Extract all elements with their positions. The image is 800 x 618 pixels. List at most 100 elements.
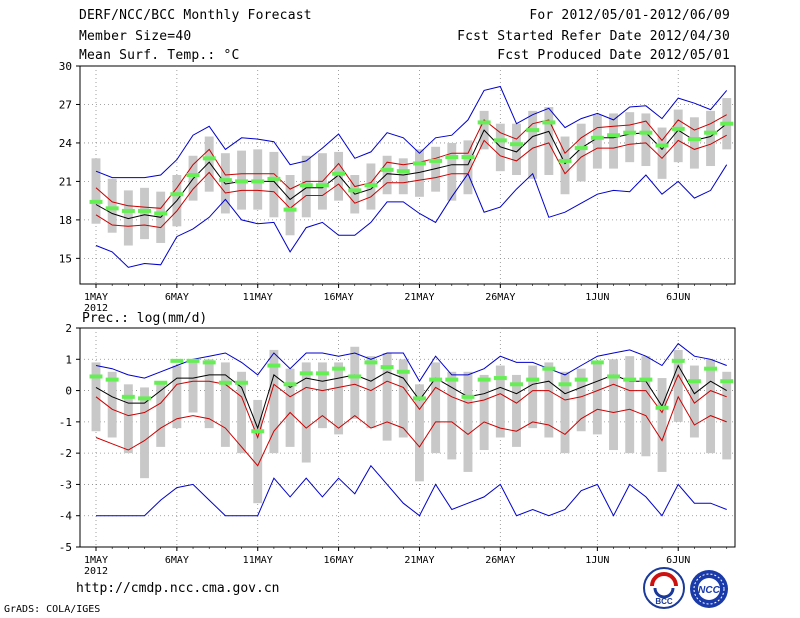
- temperature-spread-box: [463, 140, 473, 195]
- precipitation-spread-box: [253, 399, 263, 504]
- precipitation-observed-marker: [623, 377, 637, 382]
- precipitation-observed-marker: [429, 377, 443, 382]
- temperature-observed-marker: [89, 199, 103, 204]
- ncc-logo: NCC: [690, 570, 728, 608]
- temperature-spread-box: [495, 123, 505, 172]
- precipitation-observed-marker: [105, 377, 119, 382]
- temperature-spread-box: [334, 151, 344, 201]
- precipitation-observed-marker: [364, 360, 378, 365]
- precipitation-observed-marker: [348, 374, 362, 379]
- precipitation-spread-box: [237, 371, 247, 454]
- temperature-xtick-label: 21MAY: [404, 292, 434, 303]
- precipitation-ytick-label: -1: [59, 416, 72, 429]
- temperature-observed-marker: [526, 128, 540, 133]
- precipitation-xtick-label: 1MAY: [84, 555, 108, 566]
- temperature-ytick-label: 18: [59, 214, 72, 227]
- temperature-observed-marker: [461, 155, 475, 160]
- temperature-observed-marker: [671, 126, 685, 131]
- precipitation-spread-box: [544, 362, 554, 438]
- precipitation-observed-marker: [590, 360, 604, 365]
- precipitation-spread-box: [479, 374, 489, 451]
- precipitation-ytick-label: -4: [59, 510, 73, 523]
- precipitation-observed-marker: [607, 374, 620, 379]
- temperature-spread-box: [269, 151, 279, 218]
- temperature-observed-marker: [105, 206, 119, 211]
- precipitation-observed-marker: [558, 382, 572, 387]
- precipitation-spread-box: [641, 356, 651, 457]
- temperature-observed-marker: [720, 121, 734, 126]
- source-url[interactable]: http://cmdp.ncc.cma.gov.cn: [76, 581, 280, 596]
- temperature-observed-marker: [445, 155, 459, 160]
- precipitation-xtick-label: 11MAY: [243, 555, 273, 566]
- precipitation-spread-box: [722, 371, 732, 460]
- precipitation-observed-marker: [510, 382, 523, 387]
- precipitation-observed-marker: [186, 358, 200, 363]
- precipitation-observed-marker: [493, 376, 507, 381]
- precipitation-observed-marker: [639, 377, 653, 382]
- temperature-mean-line: [95, 123, 728, 220]
- temperature-xtick-label: 6MAY: [165, 292, 189, 303]
- temperature-observed-marker: [170, 192, 184, 197]
- bcc-logo-text: BCC: [655, 597, 673, 606]
- temperature-spread-box: [107, 178, 117, 233]
- precipitation-ytick-label: -5: [59, 541, 72, 554]
- precipitation-upper-band-line: [95, 373, 727, 440]
- temperature-ytick-label: 21: [59, 175, 72, 188]
- temperature-spread-box: [657, 127, 667, 179]
- precipitation-title: Prec.: log(mm/d): [82, 311, 207, 326]
- precipitation-ytick-label: -3: [59, 478, 72, 491]
- temperature-spread-box: [512, 123, 521, 175]
- temperature-observed-marker: [510, 142, 523, 147]
- temperature-observed-marker: [154, 211, 168, 216]
- ncc-logo-text: NCC: [698, 585, 720, 596]
- precipitation-observed-marker: [687, 379, 701, 384]
- precipitation-xtick-label: 21MAY: [404, 555, 434, 566]
- temperature-ytick-label: 30: [59, 60, 72, 73]
- precipitation-spread-box: [366, 356, 376, 429]
- precipitation-observed-marker: [655, 405, 669, 410]
- temperature-xtick-label: 26MAY: [485, 292, 515, 303]
- precipitation-spread-box: [592, 362, 602, 435]
- chart-title: DERF/NCC/BCC Monthly Forecast: [79, 8, 312, 23]
- temperature-spread-box: [528, 110, 538, 179]
- temperature-spread-box: [560, 136, 570, 195]
- temperature-observed-marker: [380, 167, 394, 172]
- temperature-observed-marker: [607, 133, 620, 138]
- temperature-spread-box: [123, 190, 133, 246]
- precipitation-observed-marker: [202, 360, 216, 365]
- temperature-spread-box: [592, 114, 602, 169]
- precipitation-observed-marker: [267, 363, 281, 368]
- precipitation-spread-box: [398, 359, 408, 438]
- precipitation-xtick-label: 6JUN: [666, 555, 690, 566]
- temperature-observed-marker: [202, 156, 216, 161]
- forecast-period: For 2012/05/01-2012/06/09: [529, 8, 730, 23]
- precipitation-xtick-label: 6MAY: [165, 555, 189, 566]
- precipitation-observed-marker: [89, 374, 103, 379]
- precipitation-spread-box: [706, 359, 716, 454]
- temperature-observed-marker: [574, 146, 588, 151]
- temperature-spread-box: [544, 107, 554, 175]
- temperature-observed-marker: [348, 188, 362, 193]
- precipitation-spread-box: [107, 371, 117, 438]
- temperature-observed-marker: [542, 120, 556, 125]
- temperature-spread-box: [398, 158, 408, 195]
- temperature-ytick-label: 15: [59, 252, 72, 265]
- temperature-observed-marker: [558, 158, 572, 163]
- precipitation-spread-box: [528, 365, 538, 429]
- precipitation-observed-marker: [251, 429, 265, 434]
- temperature-spread-box: [609, 113, 618, 169]
- precipitation-spread-box: [140, 387, 149, 479]
- temperature-xtick-label: 1MAY: [84, 292, 108, 303]
- precipitation-observed-marker: [396, 369, 410, 374]
- precipitation-mean-line: [95, 364, 727, 430]
- precipitation-xtick-label: 1JUN: [585, 555, 609, 566]
- precipitation-observed-marker: [332, 366, 346, 371]
- precipitation-spread-box: [188, 362, 198, 413]
- temperature-observed-marker: [623, 130, 637, 135]
- precipitation-observed-marker: [412, 396, 426, 401]
- refer-date: Fcst Started Refer Date 2012/04/30: [457, 29, 730, 44]
- temperature-observed-marker: [251, 179, 265, 184]
- precipitation-observed-marker: [461, 394, 475, 399]
- variable-label: Mean Surf. Temp.: °C: [79, 48, 240, 63]
